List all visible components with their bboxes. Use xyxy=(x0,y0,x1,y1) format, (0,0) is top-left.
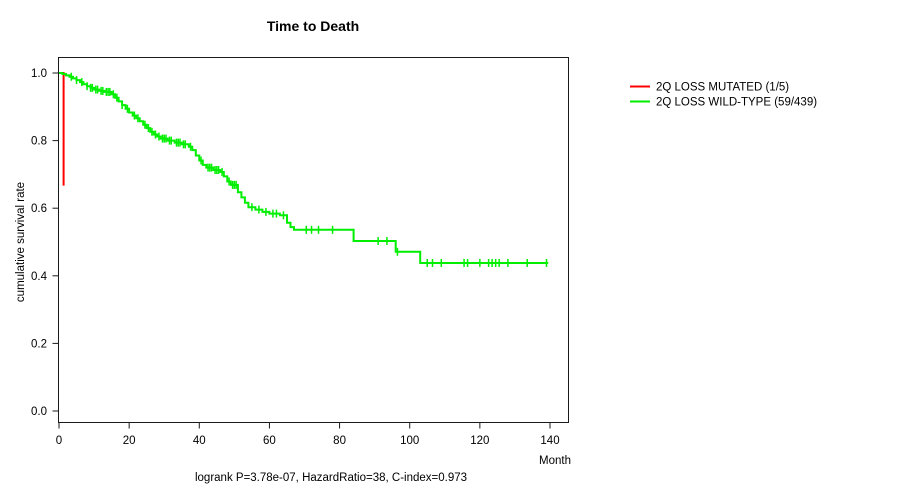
x-axis-tick-label: 120 xyxy=(470,435,489,447)
y-axis-tick-label: 1.0 xyxy=(31,68,47,80)
x-axis-tick-label: 20 xyxy=(123,435,136,447)
x-axis-tick-label: 60 xyxy=(263,435,276,447)
x-axis-tick-label: 140 xyxy=(540,435,559,447)
y-axis-tick-label: 0.2 xyxy=(31,338,47,350)
chart-title: Time to Death xyxy=(267,18,359,34)
stats-annotation: logrank P=3.78e-07, HazardRatio=38, C-in… xyxy=(195,472,467,484)
legend-label-mutated: 2Q LOSS MUTATED (1/5) xyxy=(656,82,789,94)
x-axis-title: Month xyxy=(539,455,571,467)
survival-curve-mutated xyxy=(59,72,65,186)
y-axis-tick-label: 0.8 xyxy=(31,136,47,148)
survival-curve-wild-type xyxy=(59,72,549,264)
legend-label-wild-type: 2Q LOSS WILD-TYPE (59/439) xyxy=(656,97,817,109)
x-axis-tick-label: 100 xyxy=(400,435,419,447)
y-axis-title: cumulative survival rate xyxy=(15,182,27,302)
x-axis-tick-label: 40 xyxy=(193,435,206,447)
x-axis-tick-label: 0 xyxy=(56,435,62,447)
x-axis-tick-label: 80 xyxy=(333,435,346,447)
y-axis-tick-label: 0.6 xyxy=(31,203,47,215)
plot-border xyxy=(58,57,569,423)
y-axis-tick-label: 0.4 xyxy=(31,271,48,283)
y-axis-tick-label: 0.0 xyxy=(31,406,47,418)
